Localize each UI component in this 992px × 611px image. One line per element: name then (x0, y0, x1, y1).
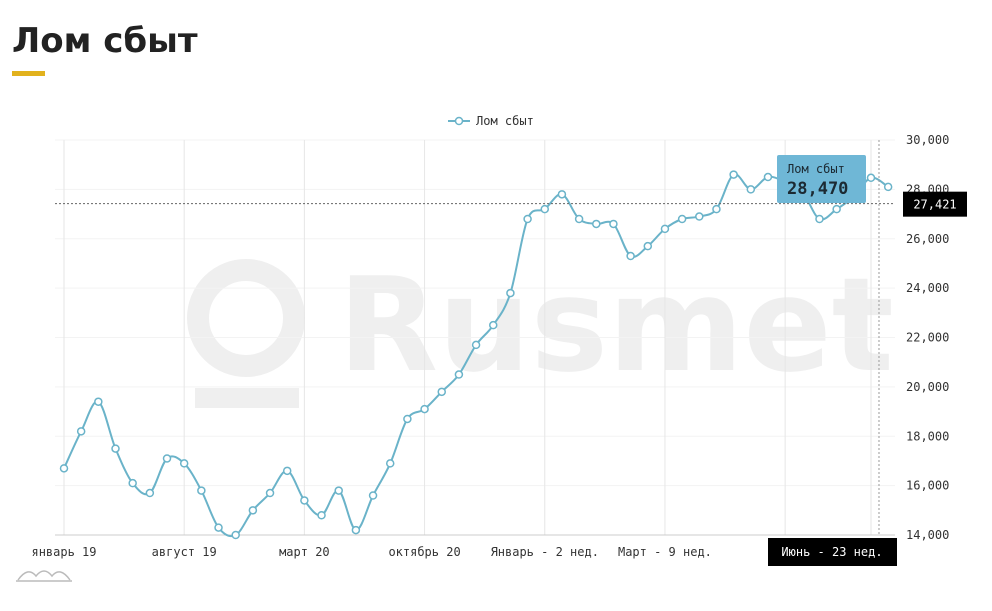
point (351, 525, 361, 535)
point (437, 387, 446, 397)
point (454, 370, 464, 379)
point (815, 214, 824, 224)
point (403, 414, 412, 424)
point (265, 488, 275, 498)
y-tick-label: 16,000 (906, 479, 949, 493)
point (94, 397, 103, 406)
x-tick-label: Январь - 2 нед. (491, 545, 599, 559)
x-tick-label: январь 19 (31, 545, 96, 559)
point (677, 214, 687, 224)
y-tick-label: 26,000 (906, 232, 949, 246)
x-tick-label: Март - 9 нед. (618, 545, 712, 559)
y-tick-label: 30,000 (906, 133, 949, 147)
point (695, 212, 704, 221)
point (317, 511, 326, 520)
crosshair-y-label: 27,421 (913, 198, 956, 212)
x-tick-label: март 20 (279, 545, 330, 559)
x-tick-label: август 19 (152, 545, 217, 559)
point (145, 488, 155, 498)
point (626, 251, 635, 261)
y-tick-label: 22,000 (906, 331, 949, 345)
crosshair-y-box (903, 191, 967, 217)
point (248, 506, 258, 515)
point (162, 454, 172, 463)
tooltip-box (777, 155, 866, 203)
watermark-text: Rusmet (338, 249, 894, 401)
y-tick-label: 14,000 (906, 528, 949, 542)
x-tick-label: октябрь 20 (388, 545, 460, 559)
point (832, 204, 841, 214)
point (540, 204, 550, 214)
point (128, 478, 137, 488)
y-tick-label: 20,000 (906, 380, 949, 394)
point (179, 459, 189, 468)
tooltip-name: Лом сбыт (787, 162, 845, 176)
point (866, 173, 876, 183)
point (729, 170, 738, 179)
point (111, 444, 120, 453)
point (231, 530, 240, 540)
page-title: Лом сбыт (12, 21, 198, 61)
watermark: Rusmet (187, 249, 894, 408)
point (76, 427, 86, 436)
point (420, 404, 429, 414)
crosshair-x-box (768, 538, 897, 566)
point (883, 182, 893, 192)
point (489, 320, 498, 330)
point (592, 219, 601, 229)
title-underline (12, 71, 45, 76)
legend-marker (454, 116, 464, 126)
point (59, 464, 69, 473)
y-tick-label: 18,000 (906, 429, 949, 443)
legend-label: Лом сбыт (476, 114, 534, 128)
point (300, 496, 309, 505)
crosshair-x-label: Июнь - 23 нед. (781, 545, 882, 559)
tooltip-value: 28,470 (787, 179, 848, 199)
point (506, 288, 515, 298)
point (763, 172, 773, 182)
point (214, 523, 223, 532)
point (643, 241, 653, 251)
point (746, 185, 756, 194)
mini-icon (16, 570, 72, 582)
point (574, 214, 584, 224)
point (609, 219, 618, 229)
point (557, 190, 567, 199)
point (385, 459, 395, 468)
point (334, 486, 343, 495)
point (523, 214, 532, 224)
point (712, 204, 721, 214)
point (660, 224, 670, 234)
point (471, 340, 481, 350)
y-tick-label: 24,000 (906, 281, 949, 295)
point (282, 466, 292, 476)
point (368, 491, 378, 500)
point (197, 486, 206, 495)
